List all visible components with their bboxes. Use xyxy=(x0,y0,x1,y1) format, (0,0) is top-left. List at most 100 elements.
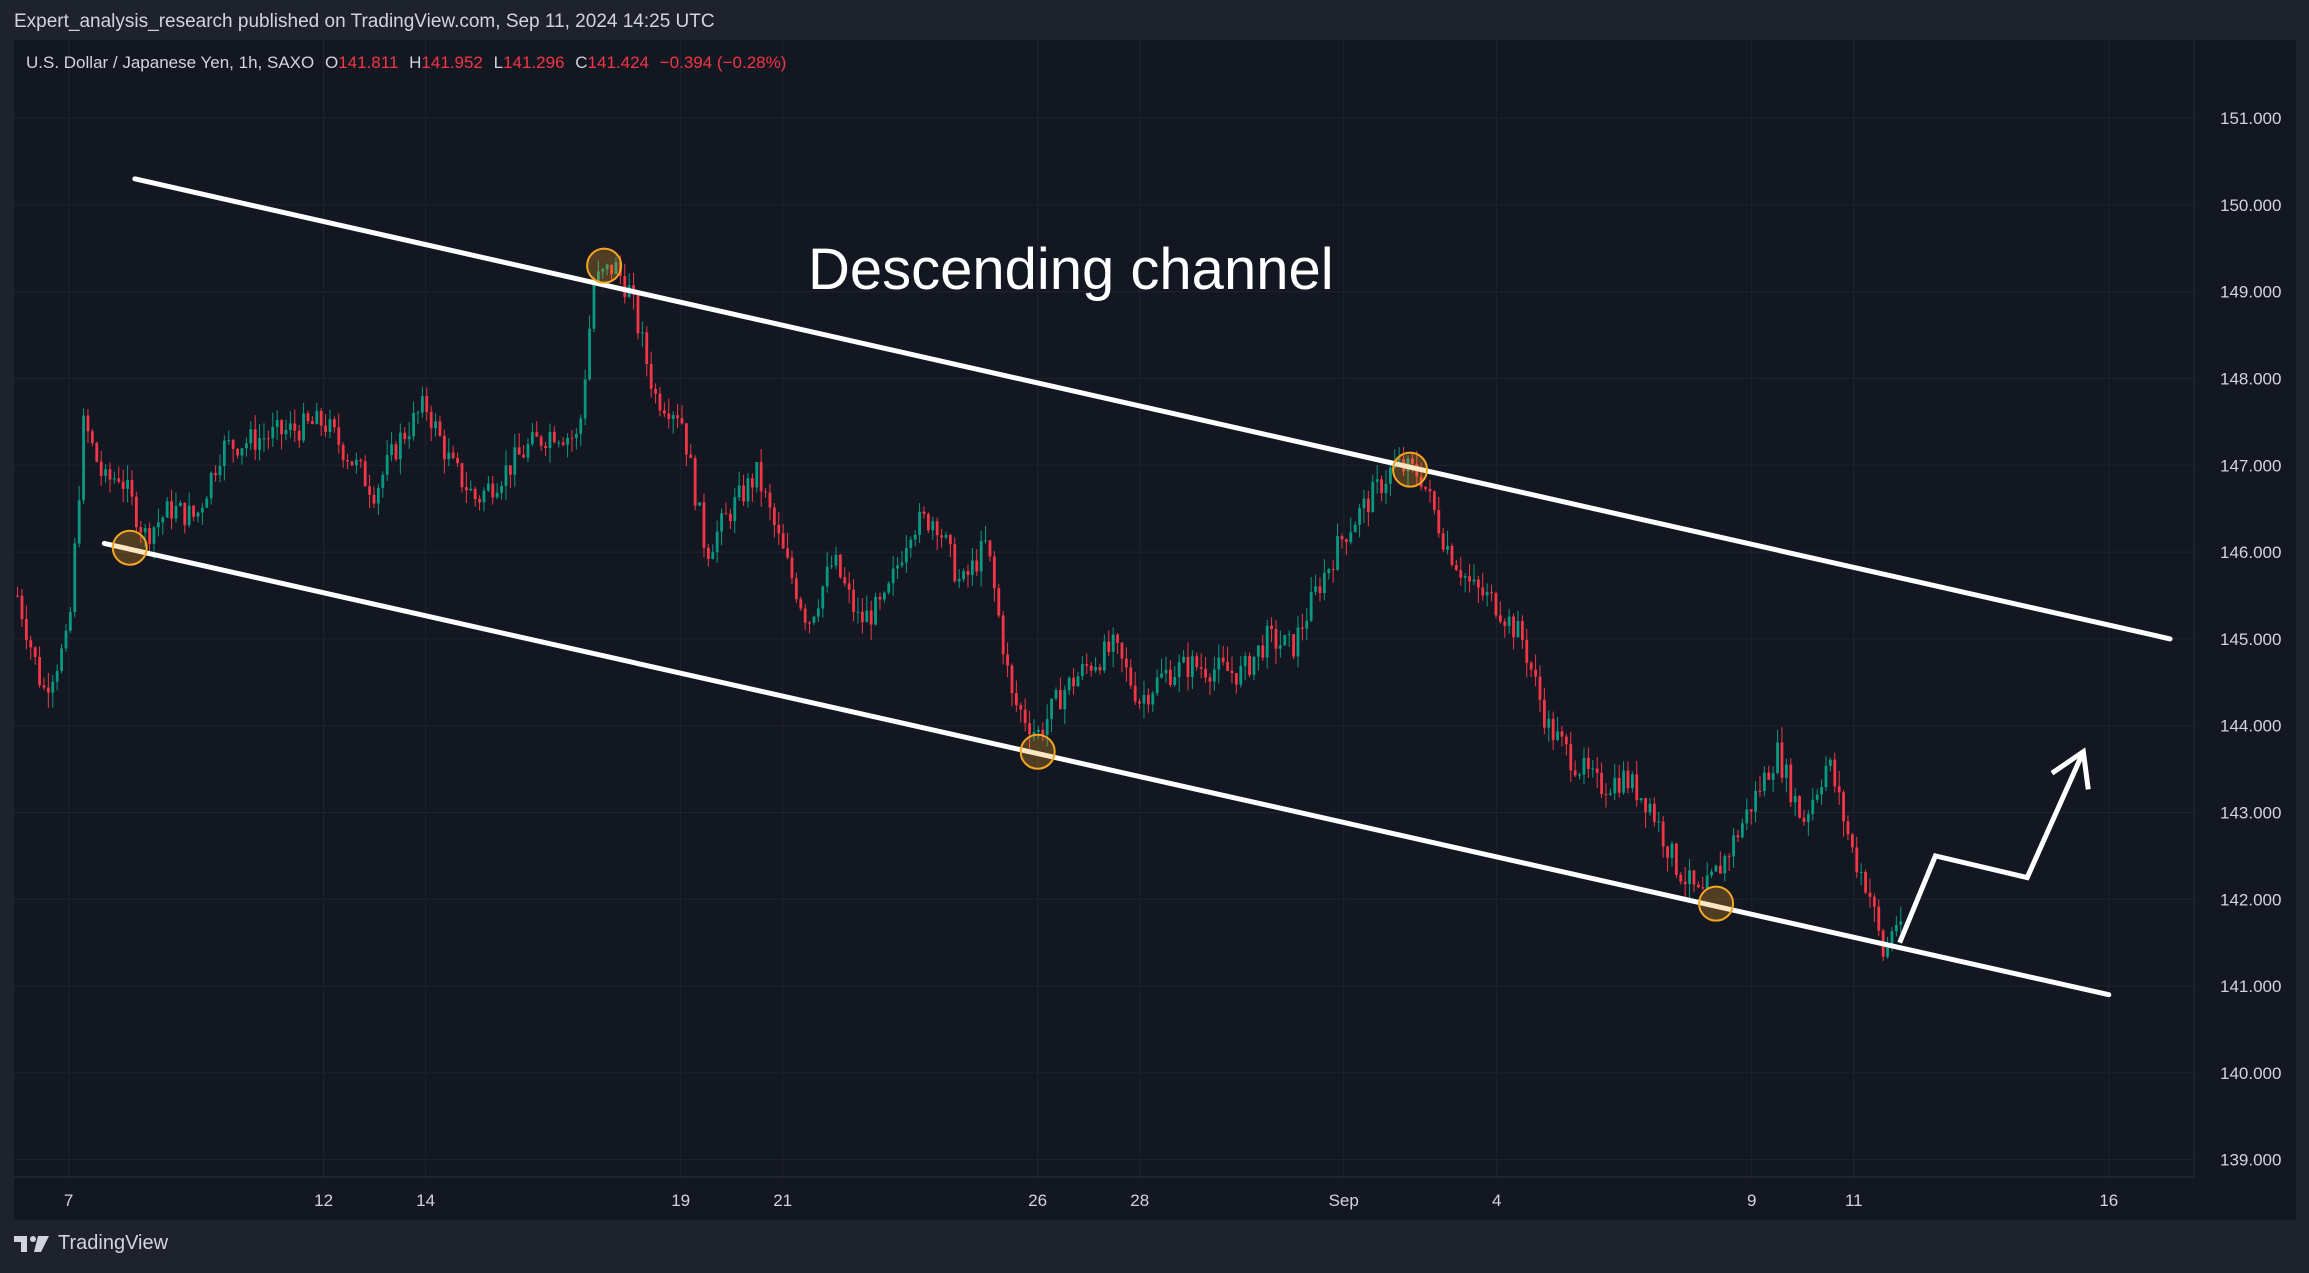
candle xyxy=(530,422,534,447)
open-value: 141.811 xyxy=(338,53,399,72)
candle xyxy=(1657,811,1661,833)
candle-body xyxy=(1168,669,1172,685)
candle xyxy=(1001,610,1005,665)
candle xyxy=(1212,656,1216,691)
candle xyxy=(948,533,952,558)
candle xyxy=(1397,447,1401,463)
candle-body xyxy=(1705,875,1709,889)
candle xyxy=(1529,661,1533,677)
candle xyxy=(975,549,979,576)
candle xyxy=(702,493,706,558)
candle-body xyxy=(640,332,644,334)
candle xyxy=(1146,688,1150,713)
candle xyxy=(1023,698,1027,732)
candle xyxy=(1705,861,1709,889)
candle xyxy=(614,257,618,275)
candle-body xyxy=(394,444,398,460)
candle xyxy=(1138,698,1141,709)
candle-body xyxy=(1806,814,1810,822)
candle-body xyxy=(830,565,833,567)
candle xyxy=(99,451,103,486)
candle xyxy=(1195,652,1199,671)
candle xyxy=(1714,864,1718,873)
candle xyxy=(156,508,160,537)
candle-body xyxy=(1142,694,1146,704)
candle-body xyxy=(1124,658,1128,668)
candle-body xyxy=(720,513,723,532)
candle-body xyxy=(1630,774,1634,789)
candle xyxy=(1789,757,1793,808)
candle xyxy=(548,423,552,463)
chart-area[interactable]: 151.000 150.000 149.000 148.000 147.000 146.0… xyxy=(14,40,2296,1220)
top-bar: Expert_analysis_research published on Tr… xyxy=(0,0,2309,40)
candle-body xyxy=(1331,569,1335,571)
candle-body xyxy=(1058,690,1062,710)
candle-body xyxy=(1490,592,1493,594)
candle-body xyxy=(1424,486,1427,489)
candle xyxy=(165,497,169,518)
candle xyxy=(1296,615,1300,668)
candle xyxy=(1102,634,1106,674)
candle xyxy=(1481,572,1485,601)
candle-body xyxy=(1208,677,1212,682)
candle-body xyxy=(1322,572,1326,594)
touch-marker xyxy=(1392,451,1429,488)
candle-body xyxy=(1226,661,1229,671)
candle-body xyxy=(1454,564,1458,571)
candle-body xyxy=(847,583,851,590)
price-tick-label: 146.000 xyxy=(2220,543,2281,562)
candle xyxy=(627,273,631,299)
candle-body xyxy=(944,534,948,538)
candle-body xyxy=(1476,579,1480,588)
candle-body xyxy=(1595,768,1599,773)
candle-body xyxy=(781,533,785,549)
candle xyxy=(86,409,90,444)
candle-body xyxy=(658,393,662,411)
candle-body xyxy=(271,426,275,439)
candle-body xyxy=(1784,764,1788,778)
candle-body xyxy=(368,486,371,495)
candle-body xyxy=(1670,843,1674,858)
candle xyxy=(1248,652,1251,678)
candle-body xyxy=(112,478,116,480)
tradingview-brand[interactable]: TradingView xyxy=(14,1232,168,1255)
candle-body xyxy=(1314,586,1317,592)
close-key: C xyxy=(575,53,588,72)
candle-body xyxy=(187,505,191,526)
candle xyxy=(1111,627,1115,668)
candle xyxy=(442,429,446,474)
price-chart[interactable]: 151.000 150.000 149.000 148.000 147.000 146.0… xyxy=(14,40,2296,1220)
channel-upper-line xyxy=(132,176,2173,642)
candle xyxy=(808,620,811,634)
candle xyxy=(1578,772,1581,780)
projection-path xyxy=(1897,750,2086,944)
candle xyxy=(1190,650,1194,690)
candle-body xyxy=(227,440,231,442)
candle xyxy=(205,495,209,508)
candle-body xyxy=(1054,690,1058,699)
candle-body xyxy=(222,440,226,467)
candle-body xyxy=(957,579,961,582)
candle xyxy=(1534,654,1537,687)
candle xyxy=(337,413,341,454)
candle xyxy=(456,452,459,468)
time-tick-label: 4 xyxy=(1492,1191,1501,1210)
candle xyxy=(214,465,217,482)
candle xyxy=(645,326,649,377)
candle-body xyxy=(557,442,561,444)
candle xyxy=(1776,729,1779,775)
candle-body xyxy=(460,463,464,488)
candle-body xyxy=(900,562,904,566)
candle xyxy=(821,585,825,618)
candle xyxy=(218,454,222,483)
candle xyxy=(1886,936,1889,959)
candle xyxy=(1234,672,1238,694)
candle xyxy=(680,405,684,425)
candle xyxy=(121,469,125,503)
candle-body xyxy=(548,431,552,449)
candle-body xyxy=(715,531,719,553)
candle-body xyxy=(1182,656,1185,663)
candle-body xyxy=(1358,508,1361,525)
candle xyxy=(1283,634,1287,646)
candle xyxy=(126,465,129,503)
